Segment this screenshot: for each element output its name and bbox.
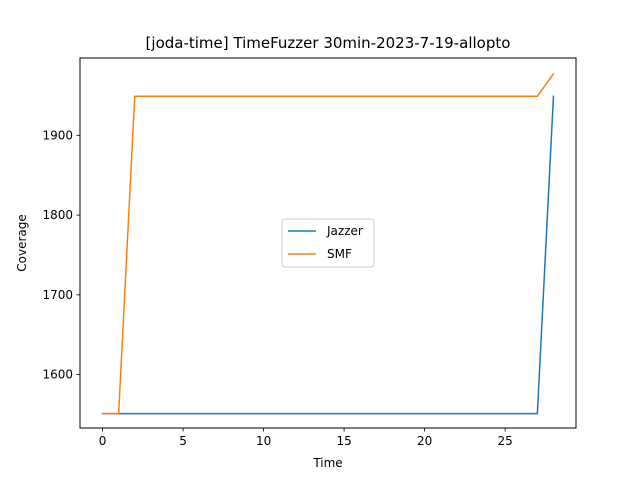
legend: Jazzer SMF (281, 218, 375, 268)
y-axis-ticks: 1600 1700 1800 1900 (42, 128, 80, 382)
y-axis-label: Coverage (15, 214, 29, 272)
plot-area (101, 72, 555, 415)
y-tick-label: 1600 (42, 368, 73, 382)
x-tick-label: 5 (179, 434, 187, 448)
x-tick-label: 25 (498, 434, 513, 448)
plot-frame (79, 57, 577, 429)
y-tick-label: 1900 (42, 128, 73, 142)
y-tick-label: 1800 (42, 208, 73, 222)
legend-label-jazzer: Jazzer (326, 224, 363, 238)
series-line-smf (101, 72, 555, 415)
chart-title: [joda-time] TimeFuzzer 30min-2023-7-19-a… (146, 34, 511, 52)
x-axis-label: Time (312, 456, 342, 470)
x-tick-label: 20 (417, 434, 432, 448)
legend-label-smf: SMF (327, 247, 352, 261)
y-tick-label: 1700 (42, 288, 73, 302)
x-tick-label: 15 (336, 434, 351, 448)
x-axis-ticks: 0 5 10 15 20 25 (99, 428, 513, 448)
x-tick-label: 10 (256, 434, 271, 448)
x-tick-label: 0 (99, 434, 107, 448)
